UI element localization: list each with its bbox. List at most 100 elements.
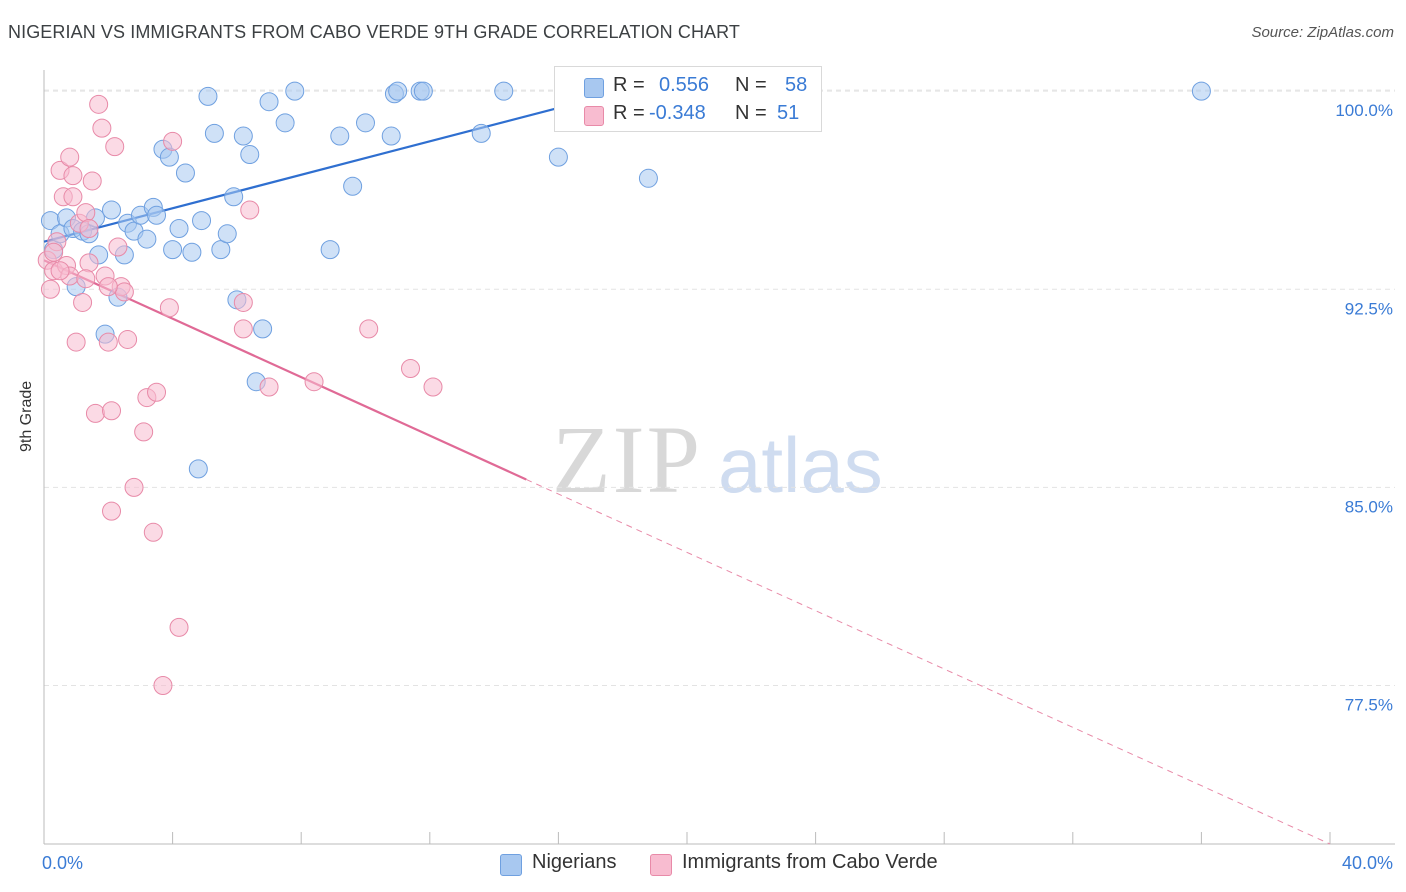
cabo-verde-point — [114, 282, 134, 302]
nigerian-point — [147, 205, 167, 225]
nigerian-point — [548, 147, 568, 167]
cabo-verde-point — [159, 298, 179, 318]
y-tick-label: 92.5% — [1345, 299, 1393, 318]
cabo-verde-point — [85, 403, 105, 423]
nigerian-point — [388, 81, 408, 101]
nigerian-point — [102, 200, 122, 220]
watermark-atlas: atlas — [718, 421, 883, 509]
nigerian-point — [240, 145, 260, 165]
legend-n-value: 51 — [777, 102, 800, 124]
cabo-verde-point — [134, 422, 154, 442]
nigerian-point — [285, 81, 305, 101]
cabo-verde-point — [79, 253, 99, 273]
nigerian-point — [343, 176, 363, 196]
cabo-verde-point — [63, 187, 83, 207]
nigerian-point — [188, 459, 208, 479]
grid-lines — [44, 89, 1395, 687]
nigerian-point — [217, 224, 237, 244]
y-axis-label: 9th Grade — [18, 380, 35, 452]
cabo-verde-point — [66, 332, 86, 352]
nigerian-point — [381, 126, 401, 146]
legend-swatch-cabo-verde — [650, 854, 672, 876]
cabo-verde-point — [240, 200, 260, 220]
axes — [43, 70, 1395, 845]
cabo-verde-point — [102, 401, 122, 421]
legend-n-value: 58 — [785, 74, 808, 96]
legend-swatch-nigerians — [500, 854, 522, 876]
cabo-verde-trend-extension — [526, 478, 1331, 845]
cabo-verde-point — [163, 131, 183, 151]
legend-n-label: N = — [735, 102, 767, 124]
nigerian-point — [330, 126, 350, 146]
cabo-verde-point — [98, 332, 118, 352]
cabo-verde-point — [423, 377, 443, 397]
nigerian-point — [1191, 81, 1211, 101]
cabo-verde-point — [233, 319, 253, 339]
legend-r-value: 0.556 — [659, 74, 710, 96]
legend-row-nigerians: R = 0.556 N = 58 — [555, 72, 821, 102]
nigerian-point — [198, 86, 218, 106]
nigerian-point — [224, 187, 244, 207]
x-tick-label: 40.0% — [1342, 853, 1393, 873]
cabo-verde-point — [169, 617, 189, 637]
x-tick-label: 0.0% — [42, 853, 83, 873]
nigerian-point — [253, 319, 273, 339]
nigerian-point — [320, 240, 340, 260]
nigerian-point — [638, 168, 658, 188]
cabo-verde-point — [98, 277, 118, 297]
cabo-verde-point — [124, 477, 144, 497]
y-tick-label: 85.0% — [1345, 497, 1393, 516]
nigerian-point — [137, 229, 157, 249]
legend-label-nigerians: Nigerians — [532, 851, 617, 873]
cabo-verde-point — [143, 522, 163, 542]
cabo-verde-point — [40, 279, 60, 299]
stats-legend: R = 0.556 N = 58 R = -0.348 N = 51 — [554, 66, 822, 132]
legend-n-label: N = — [735, 74, 767, 96]
y-tick-label: 77.5% — [1345, 696, 1393, 715]
watermark: ZIP atlas — [552, 406, 883, 513]
cabo-verde-point — [82, 171, 102, 191]
legend-r-label: R = — [613, 102, 645, 124]
legend-row-cabo-verde: R = -0.348 N = 51 — [555, 100, 821, 130]
cabo-verde-point — [44, 242, 64, 262]
legend-swatch-blue — [584, 78, 604, 98]
cabo-verde-point — [105, 137, 125, 157]
source-label: Source: ZipAtlas.com — [1251, 24, 1394, 41]
cabo-verde-point — [92, 118, 112, 138]
cabo-verde-point — [73, 292, 93, 312]
cabo-verde-point — [108, 237, 128, 257]
cabo-verde-point — [153, 676, 173, 696]
legend-swatch-pink — [584, 106, 604, 126]
cabo-verde-point — [359, 319, 379, 339]
cabo-verde-point — [50, 261, 70, 281]
nigerian-point — [471, 123, 491, 143]
data-points — [37, 81, 1211, 696]
cabo-verde-point — [102, 501, 122, 521]
nigerian-point — [182, 242, 202, 262]
nigerian-point — [159, 147, 179, 167]
cabo-verde-point — [304, 372, 324, 392]
nigerian-point — [192, 211, 212, 231]
nigerian-point — [211, 240, 231, 260]
cabo-verde-point — [76, 203, 96, 223]
legend-label-cabo-verde: Immigrants from Cabo Verde — [682, 851, 938, 873]
nigerian-point — [413, 81, 433, 101]
watermark-zip: ZIP — [552, 406, 702, 513]
nigerian-point — [275, 113, 295, 133]
cabo-verde-point — [63, 166, 83, 186]
chart-title: NIGERIAN VS IMMIGRANTS FROM CABO VERDE 9… — [8, 22, 741, 42]
cabo-verde-point — [233, 292, 253, 312]
tick-labels: 100.0% 92.5% 85.0% 77.5% 0.0% 40.0% — [42, 101, 1393, 873]
nigerian-point — [233, 126, 253, 146]
cabo-verde-point — [118, 329, 138, 349]
nigerian-point — [163, 240, 183, 260]
legend-r-label: R = — [613, 74, 645, 96]
cabo-verde-point — [60, 147, 80, 167]
nigerian-point — [494, 81, 514, 101]
cabo-verde-point — [259, 377, 279, 397]
cabo-verde-point — [79, 218, 99, 238]
cabo-verde-point — [147, 382, 167, 402]
legend-r-value: -0.348 — [649, 102, 706, 124]
nigerian-point — [356, 113, 375, 133]
